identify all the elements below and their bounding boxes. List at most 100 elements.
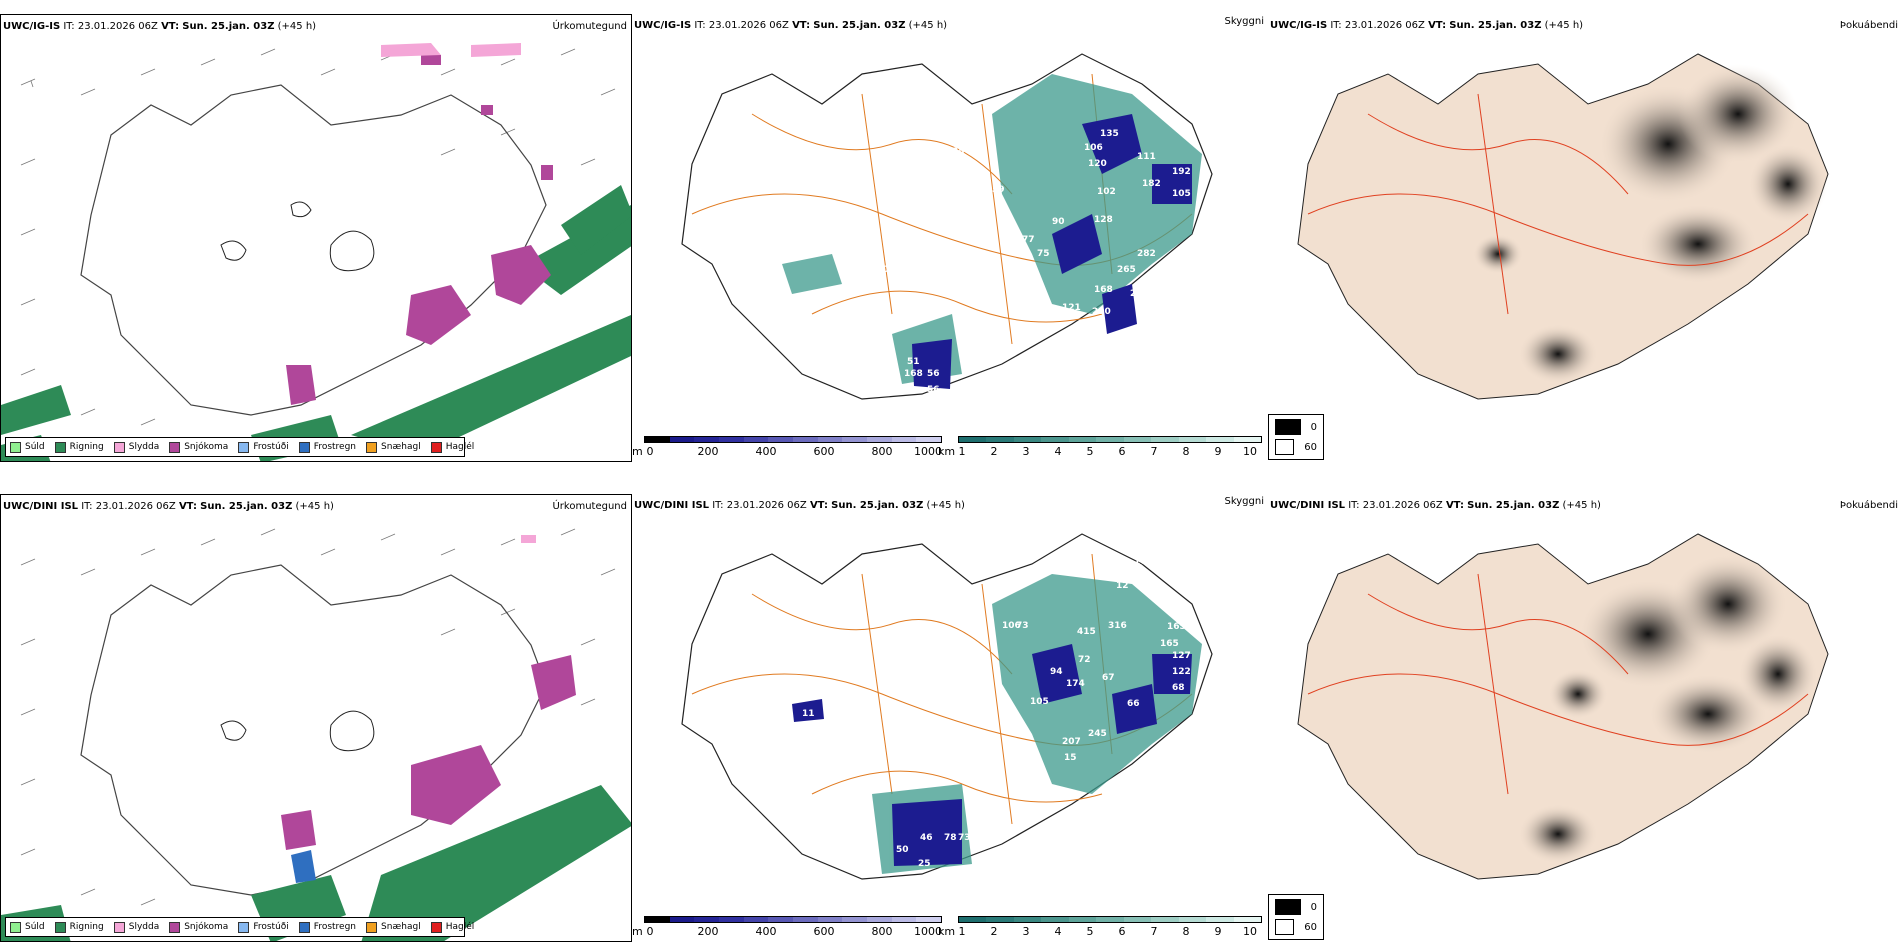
cloud-label: 105 (1030, 697, 1049, 707)
precip-header-row2: UWC/DINI ISL IT: 23.01.2026 06Z VT: Sun.… (3, 501, 334, 512)
colorbar-tick: 0 (646, 925, 654, 938)
it-value: 23.01.2026 06Z (95, 501, 176, 512)
model-name: UWC/DINI ISL (634, 500, 710, 511)
it-label: IT: (1330, 20, 1342, 31)
legend-swatch (10, 921, 21, 933)
legend-swatch (298, 441, 310, 453)
colorbar-tick: 3 (1022, 925, 1030, 938)
precip-header-row1: UWC/IG-IS IT: 23.01.2026 06Z VT: Sun. 25… (3, 21, 316, 32)
cloud-label: 121 (1062, 303, 1081, 313)
snow-areas (286, 55, 553, 405)
cloud-label: 128 (1094, 215, 1113, 225)
legend-item: Snjókoma (169, 441, 228, 453)
legend-swatch (10, 441, 21, 453)
model-name: UWC/DINI ISL (1270, 500, 1346, 511)
vt-value: Sun. 25.jan. 03Z (200, 501, 293, 512)
legend-item: Rigning (54, 921, 104, 933)
cloud-label: 174 (1066, 679, 1085, 689)
cloud-title-row2: Skyggni (1224, 496, 1264, 507)
legend-item: Slydda (113, 921, 159, 933)
legend-swatch (238, 921, 250, 933)
legend-item: Rigning (54, 441, 104, 453)
snow-areas (281, 655, 576, 850)
lead-time: (+45 h) (277, 21, 317, 32)
vt-value: Sun. 25.jan. 03Z (1449, 20, 1542, 31)
cloud-label: 32 (1084, 67, 1097, 77)
it-label: IT: (1348, 500, 1360, 511)
colorbar-cells (958, 436, 1262, 443)
fog-header-row2: UWC/DINI ISL IT: 23.01.2026 06Z VT: Sun.… (1270, 500, 1601, 511)
it-value: 23.01.2026 06Z (708, 20, 789, 31)
sleet-areas (521, 535, 536, 543)
precip-map-row1 (1, 43, 631, 461)
glacier-outlines (220, 201, 375, 272)
cloud-label: 12 (1116, 581, 1129, 591)
legend-swatch (54, 441, 66, 453)
cloud-label: 94 (1050, 667, 1063, 677)
colorbar-tick: 0 (646, 445, 654, 458)
colorbar-tick: 4 (1054, 445, 1062, 458)
cloud-label: 230 (1092, 307, 1111, 317)
model-name: UWC/DINI ISL (3, 501, 79, 512)
legend-item: Frostregn (298, 921, 356, 933)
fog-swatch (1275, 419, 1301, 435)
fog-map-row2 (1297, 533, 1829, 880)
cloud-label: 135 (1100, 129, 1119, 139)
frostregn-areas (291, 850, 316, 883)
cloud-label: 165 (1160, 639, 1179, 649)
cloud-map-row2: 16 12 165 106 73 415 316 127 165 122 68 … (681, 533, 1213, 880)
legend-swatch (366, 921, 378, 933)
cloud-label: 67 (1102, 673, 1115, 683)
cloud-label: 165 (1167, 622, 1186, 632)
colorbar-unit: m (632, 445, 643, 458)
vt-label: VT: (1428, 20, 1447, 31)
colorbar-cells (958, 916, 1262, 923)
lead-time: (+45 h) (295, 501, 334, 512)
rain-areas (1, 185, 631, 461)
colorbar-tick: 600 (813, 445, 835, 458)
wind-barbs (20, 528, 616, 906)
colorbar-tick: 800 (871, 925, 893, 938)
cloud-label: 245 (1088, 729, 1107, 739)
cloud-label: 50 (896, 845, 909, 855)
it-value: 23.01.2026 06Z (1362, 500, 1443, 511)
cloud-label: 168 (904, 369, 923, 379)
cloud-label: 106 (1002, 621, 1021, 631)
colorbar-tick: 10 (1243, 925, 1257, 938)
cloud-label: 75 (1037, 249, 1050, 259)
legend-swatch (366, 441, 378, 453)
cloud-label: 66 (1127, 699, 1140, 709)
cloud-label: 127 (1172, 651, 1191, 661)
precip-panel-row2: UWC/DINI ISL IT: 23.01.2026 06Z VT: Sun.… (0, 494, 632, 942)
legend-item: Snæhagl (366, 441, 421, 453)
colorbar-tick: 400 (755, 925, 777, 938)
lead-time: (+45 h) (908, 20, 948, 31)
cloud-label: 415 (1077, 627, 1096, 637)
cloud-header-row2: UWC/DINI ISL IT: 23.01.2026 06Z VT: Sun.… (634, 500, 965, 511)
fog-panel-row1: UWC/IG-IS IT: 23.01.2026 06Z VT: Sun. 25… (1268, 14, 1900, 462)
colorbar-tick: 1 (958, 445, 966, 458)
colorbar-tick: 200 (697, 925, 719, 938)
legend-item: Frostúði (238, 921, 289, 933)
cloud-label: 122 (1172, 667, 1191, 677)
colorbar-cells (644, 436, 942, 443)
vt-label: VT: (178, 501, 197, 512)
cloud-label: 139 (957, 663, 976, 673)
vt-value: Sun. 25.jan. 03Z (182, 21, 275, 32)
colorbar-m-row1: m 0 200 400 600 800 1000 (632, 436, 942, 462)
low-cloud-areas (912, 114, 1192, 389)
colorbar-tick: 6 (1118, 445, 1126, 458)
colorbar-tick: 800 (871, 445, 893, 458)
cloud-label: 16 (1134, 557, 1147, 567)
precip-title-row2: Úrkomutegund (552, 501, 627, 512)
cloud-label: 56 (927, 385, 940, 395)
road-network (1307, 573, 1809, 795)
cloud-label: 73 (958, 833, 971, 843)
colorbar-tick: 7 (1150, 925, 1158, 938)
it-label: IT: (694, 20, 706, 31)
fog-swatch (1275, 919, 1295, 935)
lead-time: (+45 h) (1544, 20, 1584, 31)
colorbar-tick: 600 (813, 925, 835, 938)
sleet-areas (381, 43, 521, 57)
cloud-label: 11 (802, 709, 815, 719)
